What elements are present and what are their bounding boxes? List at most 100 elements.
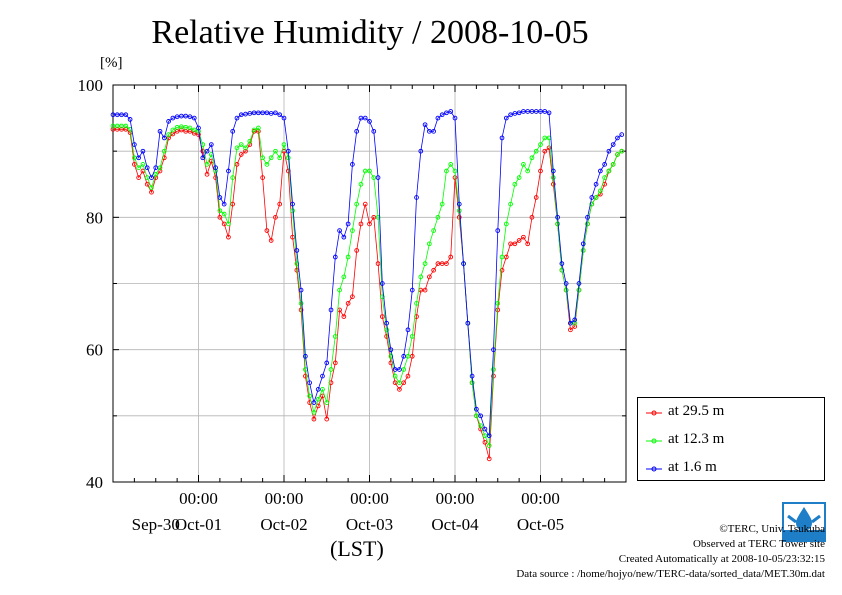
data-point — [136, 175, 141, 180]
legend-marker-blue — [646, 466, 662, 472]
data-point — [585, 221, 590, 227]
data-point — [345, 254, 351, 260]
y-tick-label: 100 — [78, 76, 104, 95]
data-point — [503, 115, 509, 121]
data-point — [572, 324, 578, 329]
data-point — [354, 128, 360, 134]
data-point — [119, 126, 124, 132]
data-point — [290, 201, 295, 207]
data-point — [191, 127, 197, 133]
data-point — [268, 238, 274, 243]
data-point — [576, 281, 582, 286]
y-tick-label: 40 — [86, 473, 103, 492]
data-point — [452, 115, 458, 121]
data-point — [405, 353, 411, 359]
data-point — [123, 126, 129, 132]
data-point — [243, 145, 248, 151]
data-point — [422, 261, 428, 266]
data-point — [533, 109, 539, 114]
data-point — [444, 261, 449, 266]
data-point — [332, 360, 338, 366]
data-point — [585, 214, 590, 220]
data-point — [521, 162, 526, 167]
data-point — [362, 201, 368, 207]
data-point — [136, 155, 141, 161]
data-point — [405, 373, 411, 379]
data-point — [379, 281, 385, 286]
data-point — [525, 109, 531, 114]
data-point — [204, 171, 210, 177]
data-point — [512, 241, 518, 247]
data-point — [187, 114, 193, 120]
data-point — [435, 214, 441, 220]
data-point — [478, 413, 483, 419]
data-point — [602, 175, 607, 180]
data-point — [281, 115, 287, 121]
data-point — [273, 110, 278, 116]
data-point — [418, 148, 424, 154]
data-point — [546, 145, 552, 151]
data-point — [542, 135, 548, 141]
data-point — [572, 317, 578, 323]
data-point — [226, 221, 231, 227]
y-axis-label: [%] — [100, 55, 123, 71]
data-point — [157, 165, 163, 171]
data-point — [503, 221, 509, 227]
data-point — [414, 195, 419, 200]
data-point — [358, 181, 364, 187]
data-point — [324, 360, 330, 366]
axes: 40 60 80 100 00:00 Oct-01 00:00 Oct-02 00:00 Oct-… — [78, 76, 627, 534]
data-point — [384, 320, 389, 326]
data-point — [512, 111, 518, 116]
data-point — [499, 254, 505, 260]
data-point — [170, 115, 176, 121]
data-point — [452, 175, 458, 180]
data-point — [529, 214, 535, 220]
data-point — [525, 168, 531, 174]
data-point — [324, 416, 330, 422]
data-point — [401, 380, 407, 386]
data-point — [191, 130, 197, 136]
series-2 — [110, 109, 625, 439]
data-point — [388, 353, 394, 359]
copyright-text: ©TERC, Univ. Tsukuba — [719, 523, 825, 535]
data-point — [303, 353, 308, 359]
data-point — [439, 261, 445, 266]
data-point — [593, 195, 599, 200]
data-point — [320, 373, 325, 379]
data-point — [491, 367, 496, 372]
data-point — [311, 410, 317, 415]
data-point — [516, 175, 522, 180]
data-point — [392, 367, 398, 372]
data-point — [469, 373, 475, 379]
data-point — [277, 155, 283, 161]
data-point — [196, 125, 201, 131]
data-point — [200, 148, 206, 154]
data-point — [499, 267, 505, 273]
data-point — [580, 248, 586, 253]
data-point — [341, 234, 347, 240]
data-point — [144, 181, 150, 187]
data-point — [375, 175, 381, 180]
data-point — [486, 443, 492, 448]
data-point — [482, 426, 488, 432]
data-point — [619, 148, 625, 154]
data-point — [602, 162, 607, 167]
data-point — [354, 201, 360, 207]
credits: ©TERC, Univ. Tsukuba Observed at TERC To… — [516, 522, 825, 582]
x-tick-time: 00:00 — [521, 489, 560, 508]
legend-marker-red — [646, 410, 662, 416]
data-point — [431, 267, 436, 273]
series-0 — [110, 126, 625, 462]
series-line — [113, 128, 622, 459]
data-point — [478, 423, 483, 429]
data-point — [170, 127, 176, 133]
data-point — [268, 111, 274, 116]
data-point — [388, 360, 394, 366]
data-point — [234, 162, 240, 167]
series-line — [113, 111, 622, 437]
data-point — [568, 320, 573, 326]
data-point — [140, 148, 146, 154]
data-point — [243, 148, 248, 154]
data-point — [200, 155, 206, 161]
